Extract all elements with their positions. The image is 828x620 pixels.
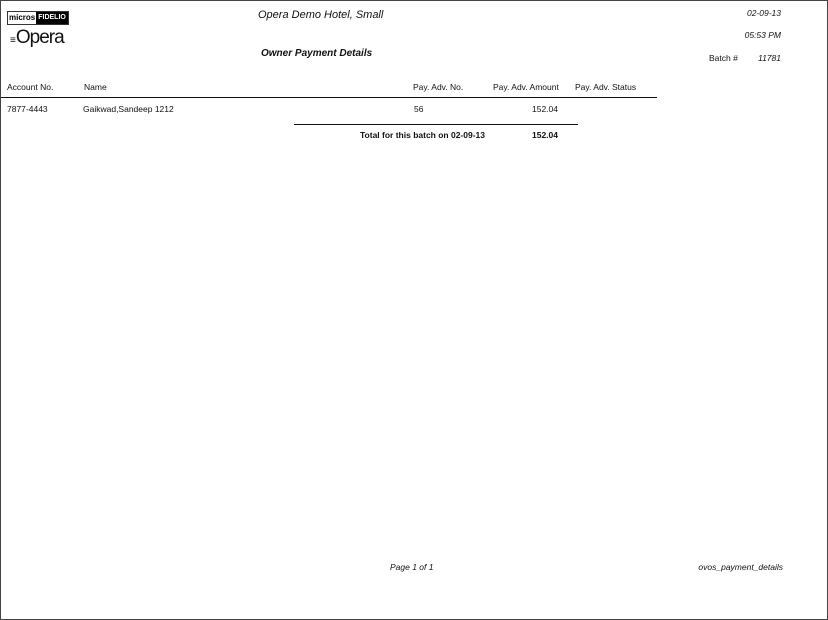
column-header-pay-adv-no: Pay. Adv. No. xyxy=(413,82,464,92)
batch-label: Batch # xyxy=(709,53,738,63)
page-number: Page 1 of 1 xyxy=(390,562,434,572)
hotel-name: Opera Demo Hotel, Small xyxy=(258,9,384,21)
total-divider xyxy=(294,124,578,125)
column-header-account-no: Account No. xyxy=(7,82,54,92)
pay-adv-amount: 152.04 xyxy=(532,104,558,114)
column-header-pay-adv-amount: Pay. Adv. Amount xyxy=(493,82,559,92)
total-amount: 152.04 xyxy=(532,130,558,140)
report-title: Owner Payment Details xyxy=(261,48,373,59)
total-label: Total for this batch on 02-09-13 xyxy=(360,130,486,140)
batch-number: 11781 xyxy=(757,53,781,63)
header-divider xyxy=(1,97,657,98)
report-date: 02-09-13 xyxy=(746,8,781,18)
column-header-name: Name xyxy=(84,82,107,92)
pay-adv-no: 56 xyxy=(414,104,424,114)
micros-fidelio-logo: micros FIDELIO xyxy=(7,11,69,25)
account-no: 7877-4443 xyxy=(7,104,48,114)
account-name: Gaikwad,Sandeep 1212 xyxy=(83,104,174,114)
column-header-pay-adv-status: Pay. Adv. Status xyxy=(575,82,637,92)
opera-logo: ≡Opera xyxy=(10,27,65,48)
report-name: ovos_payment_details xyxy=(698,562,783,572)
report-time: 05:53 PM xyxy=(744,30,781,40)
